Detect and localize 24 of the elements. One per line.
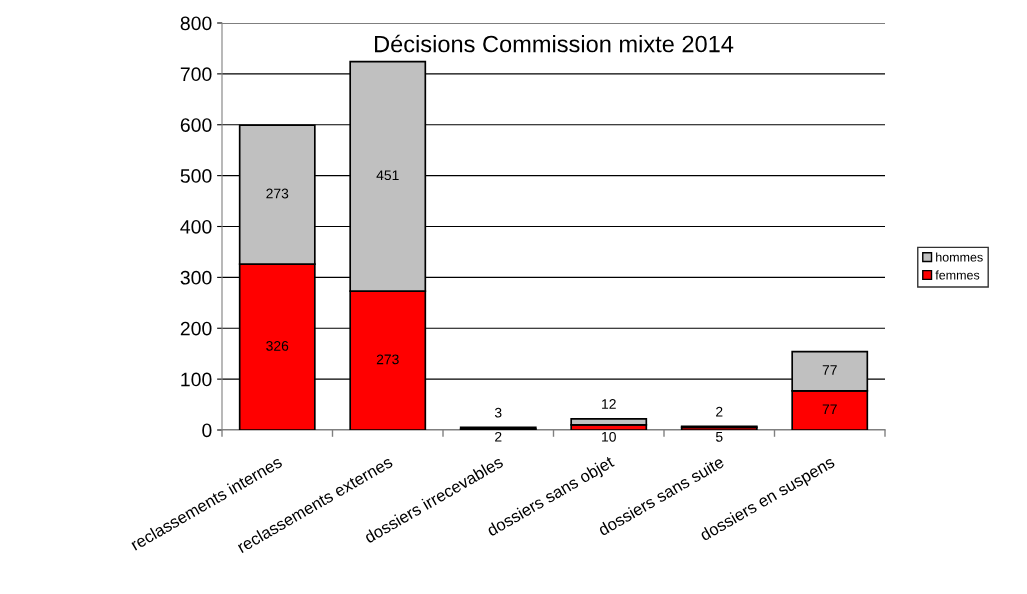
data-label: 273 bbox=[376, 354, 399, 365]
data-label: 77 bbox=[822, 404, 837, 414]
data-label: 2 bbox=[495, 431, 502, 442]
y-tick-label: 700 bbox=[180, 67, 212, 82]
y-tick-label: 100 bbox=[181, 372, 212, 387]
data-label: 10 bbox=[602, 431, 616, 442]
legend-label: hommes bbox=[936, 252, 983, 262]
legend-label: femmes bbox=[935, 270, 980, 280]
data-label: 3 bbox=[494, 407, 502, 418]
y-tick-label: 500 bbox=[180, 169, 212, 183]
y-tick-label: 800 bbox=[180, 16, 212, 31]
y-tick-label: 400 bbox=[180, 219, 212, 234]
chart-title: Décisions Commission mixte 2014 bbox=[375, 34, 734, 53]
data-label: 451 bbox=[376, 170, 399, 181]
y-tick-label: 200 bbox=[180, 321, 212, 336]
data-label: 12 bbox=[602, 399, 616, 409]
data-label: 5 bbox=[715, 432, 723, 442]
data-label: 2 bbox=[716, 406, 723, 417]
data-label: 326 bbox=[266, 340, 289, 351]
y-tick-label: 300 bbox=[180, 270, 212, 285]
y-tick-label: 600 bbox=[180, 118, 212, 132]
data-label: 273 bbox=[266, 188, 289, 199]
data-label: 77 bbox=[822, 365, 837, 375]
y-tick-label: 0 bbox=[202, 423, 212, 438]
